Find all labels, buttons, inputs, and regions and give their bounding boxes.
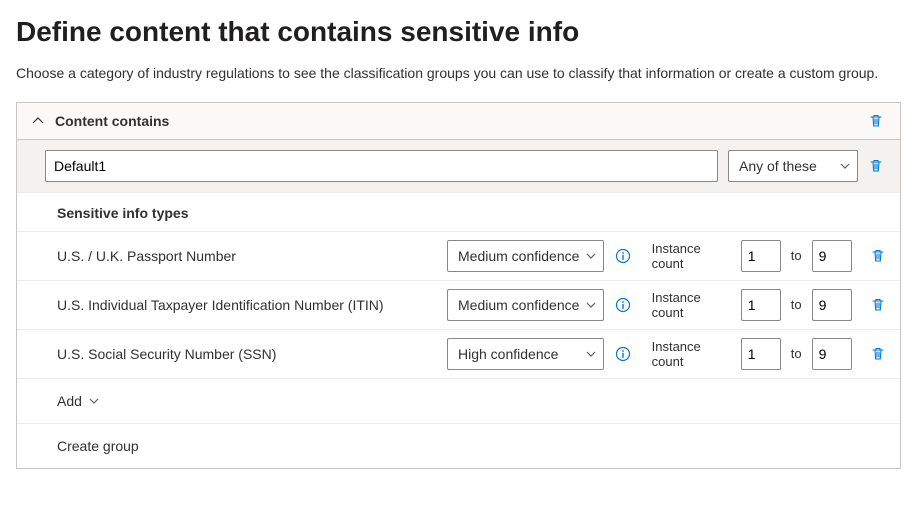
create-group-label: Create group [57,438,139,454]
chevron-down-icon [88,395,100,407]
section-title: Sensitive info types [17,193,900,231]
match-mode-dropdown[interactable]: Any of these [728,150,858,182]
chevron-down-icon [585,348,597,360]
instance-to-input[interactable] [812,289,852,321]
add-label: Add [57,393,82,409]
confidence-label: High confidence [458,346,585,362]
info-icon[interactable] [614,248,632,264]
panel-title: Content contains [55,113,868,129]
confidence-dropdown[interactable]: Medium confidence [447,289,604,321]
instance-count-label: Instance count [652,290,729,320]
confidence-dropdown[interactable]: High confidence [447,338,604,370]
to-label: to [791,346,802,361]
delete-row-button[interactable] [870,297,886,313]
chevron-up-icon [31,114,45,128]
sensitive-type-name: U.S. / U.K. Passport Number [57,248,437,264]
info-icon[interactable] [614,346,632,362]
instance-count-label: Instance count [652,241,729,271]
confidence-label: Medium confidence [458,248,585,264]
page-description: Choose a category of industry regulation… [16,64,901,84]
confidence-dropdown[interactable]: Medium confidence [447,240,604,272]
instance-count-label: Instance count [652,339,729,369]
chevron-down-icon [585,299,597,311]
create-group-button[interactable]: Create group [17,423,900,468]
sensitive-type-name: U.S. Individual Taxpayer Identification … [57,297,437,313]
content-contains-panel: Content contains Any of these Sensitive … [16,102,901,469]
instance-to-input[interactable] [812,338,852,370]
match-mode-label: Any of these [739,158,839,174]
delete-panel-button[interactable] [868,113,886,129]
to-label: to [791,248,802,263]
to-label: to [791,297,802,312]
delete-row-button[interactable] [870,346,886,362]
info-icon[interactable] [614,297,632,313]
panel-header[interactable]: Content contains [17,103,900,140]
chevron-down-icon [839,160,851,172]
instance-to-input[interactable] [812,240,852,272]
instance-from-input[interactable] [741,338,781,370]
sensitive-type-name: U.S. Social Security Number (SSN) [57,346,437,362]
sensitive-type-row: U.S. Individual Taxpayer Identification … [17,280,900,329]
group-header: Any of these [17,140,900,193]
add-button[interactable]: Add [17,378,900,423]
page-title: Define content that contains sensitive i… [16,16,901,48]
confidence-label: Medium confidence [458,297,585,313]
chevron-down-icon [585,250,597,262]
group-name-input[interactable] [45,150,718,182]
instance-from-input[interactable] [741,289,781,321]
sensitive-type-row: U.S. Social Security Number (SSN) High c… [17,329,900,378]
delete-row-button[interactable] [870,248,886,264]
delete-group-button[interactable] [868,158,886,174]
sensitive-type-row: U.S. / U.K. Passport Number Medium confi… [17,231,900,280]
instance-from-input[interactable] [741,240,781,272]
